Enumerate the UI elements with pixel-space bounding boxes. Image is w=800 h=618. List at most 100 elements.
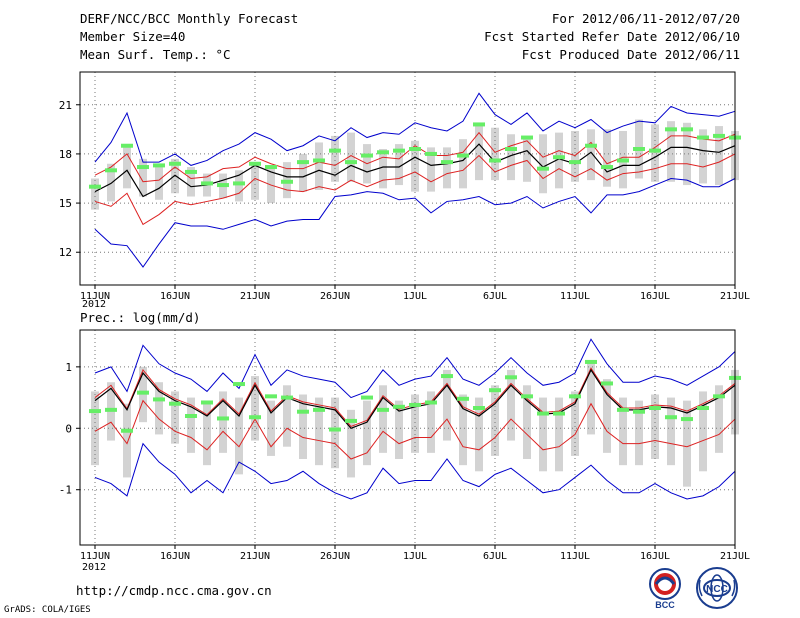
spread-box — [667, 121, 675, 182]
median-marker — [377, 150, 389, 155]
median-marker — [329, 427, 341, 432]
median-marker — [281, 395, 293, 400]
median-marker — [185, 414, 197, 418]
median-marker — [313, 407, 325, 412]
y-tick-label: -1 — [59, 484, 72, 497]
spread-box — [587, 129, 595, 181]
y-tick-label: 12 — [59, 246, 72, 259]
header-member-size: Member Size=40 — [80, 29, 186, 44]
spread-box — [715, 126, 723, 186]
spread-box — [491, 385, 499, 456]
median-marker — [441, 160, 453, 165]
median-marker — [201, 181, 213, 186]
median-marker — [569, 160, 581, 165]
header-start-date: Fcst Started Refer Date 2012/06/10 — [484, 29, 740, 44]
median-marker — [649, 406, 661, 411]
spread-box — [315, 397, 323, 466]
y-tick-label: 15 — [59, 197, 72, 210]
spread-box — [155, 382, 163, 435]
median-marker — [409, 402, 421, 407]
median-marker — [329, 148, 341, 153]
spread-box — [251, 163, 259, 200]
spread-box — [187, 167, 195, 197]
median-marker — [649, 148, 661, 153]
spread-box — [219, 391, 227, 453]
median-marker — [361, 395, 373, 400]
series-lower-band — [94, 153, 736, 226]
median-marker — [553, 411, 565, 416]
spread-box — [539, 397, 547, 472]
median-marker — [233, 181, 245, 186]
median-marker — [697, 135, 709, 140]
median-marker — [265, 165, 277, 170]
median-marker — [473, 406, 485, 411]
median-marker — [297, 160, 309, 165]
spread-box — [331, 397, 339, 469]
bcc-logo-text: BCC — [655, 600, 675, 610]
y-tick-label: 21 — [59, 99, 72, 112]
x-tick-label: 21JUL — [720, 551, 750, 562]
median-marker — [153, 163, 165, 168]
median-marker — [425, 151, 437, 156]
year-label: 2012 — [82, 299, 106, 310]
spread-box — [123, 403, 131, 478]
median-marker — [217, 183, 229, 188]
median-marker — [601, 381, 613, 386]
spread-box — [459, 139, 467, 189]
median-marker — [281, 179, 293, 184]
x-tick-label: 16JUL — [640, 291, 670, 302]
median-marker — [201, 400, 213, 405]
spread-box — [395, 144, 403, 186]
x-tick-label: 26JUN — [320, 551, 350, 562]
spread-box — [347, 409, 355, 478]
header-produced-date: Fcst Produced Date 2012/06/11 — [521, 47, 740, 62]
footer-url[interactable]: http://cmdp.ncc.cma.gov.cn — [76, 583, 272, 598]
median-marker — [105, 407, 117, 412]
x-tick-label: 11JUL — [560, 291, 590, 302]
spread-box — [235, 397, 243, 475]
bcc-logo: BCC — [649, 568, 681, 610]
spread-box — [603, 379, 611, 453]
median-marker — [457, 396, 469, 401]
x-tick-label: 21JUN — [240, 291, 270, 302]
median-marker — [585, 143, 597, 148]
series-upper-extreme — [94, 338, 736, 399]
spread-box — [523, 385, 531, 459]
median-marker — [121, 143, 133, 148]
median-marker — [137, 390, 149, 395]
median-marker — [169, 401, 181, 406]
median-marker — [153, 397, 165, 402]
median-marker — [713, 394, 725, 399]
x-tick-label: 11JUN — [80, 551, 110, 562]
header-forecast-period: For 2012/06/11-2012/07/20 — [551, 11, 740, 26]
spread-box — [203, 403, 211, 466]
spread-box — [459, 394, 467, 466]
median-marker — [393, 404, 405, 409]
median-marker — [505, 147, 517, 152]
median-marker — [361, 153, 373, 158]
spread-box — [91, 178, 99, 210]
x-tick-label: 26JUN — [320, 291, 350, 302]
spread-box — [91, 391, 99, 466]
spread-box — [107, 163, 115, 202]
median-marker — [537, 166, 549, 171]
precip-panel-title: Prec.: log(mm/d) — [80, 310, 200, 325]
median-marker — [617, 407, 629, 412]
series-upper-extreme — [94, 92, 736, 166]
y-tick-label: 1 — [65, 361, 72, 374]
spread-box — [555, 397, 563, 472]
spread-box — [507, 134, 515, 181]
spread-box — [171, 391, 179, 444]
spread-box — [699, 129, 707, 184]
spread-box — [395, 400, 403, 459]
spread-box — [283, 385, 291, 447]
plot-frame — [79, 329, 736, 546]
median-marker — [585, 359, 597, 364]
median-marker — [137, 165, 149, 170]
spread-box — [667, 397, 675, 466]
median-marker — [505, 375, 517, 380]
median-marker — [249, 415, 261, 420]
median-marker — [345, 418, 357, 423]
median-marker — [217, 416, 229, 421]
spread-box — [475, 122, 483, 181]
